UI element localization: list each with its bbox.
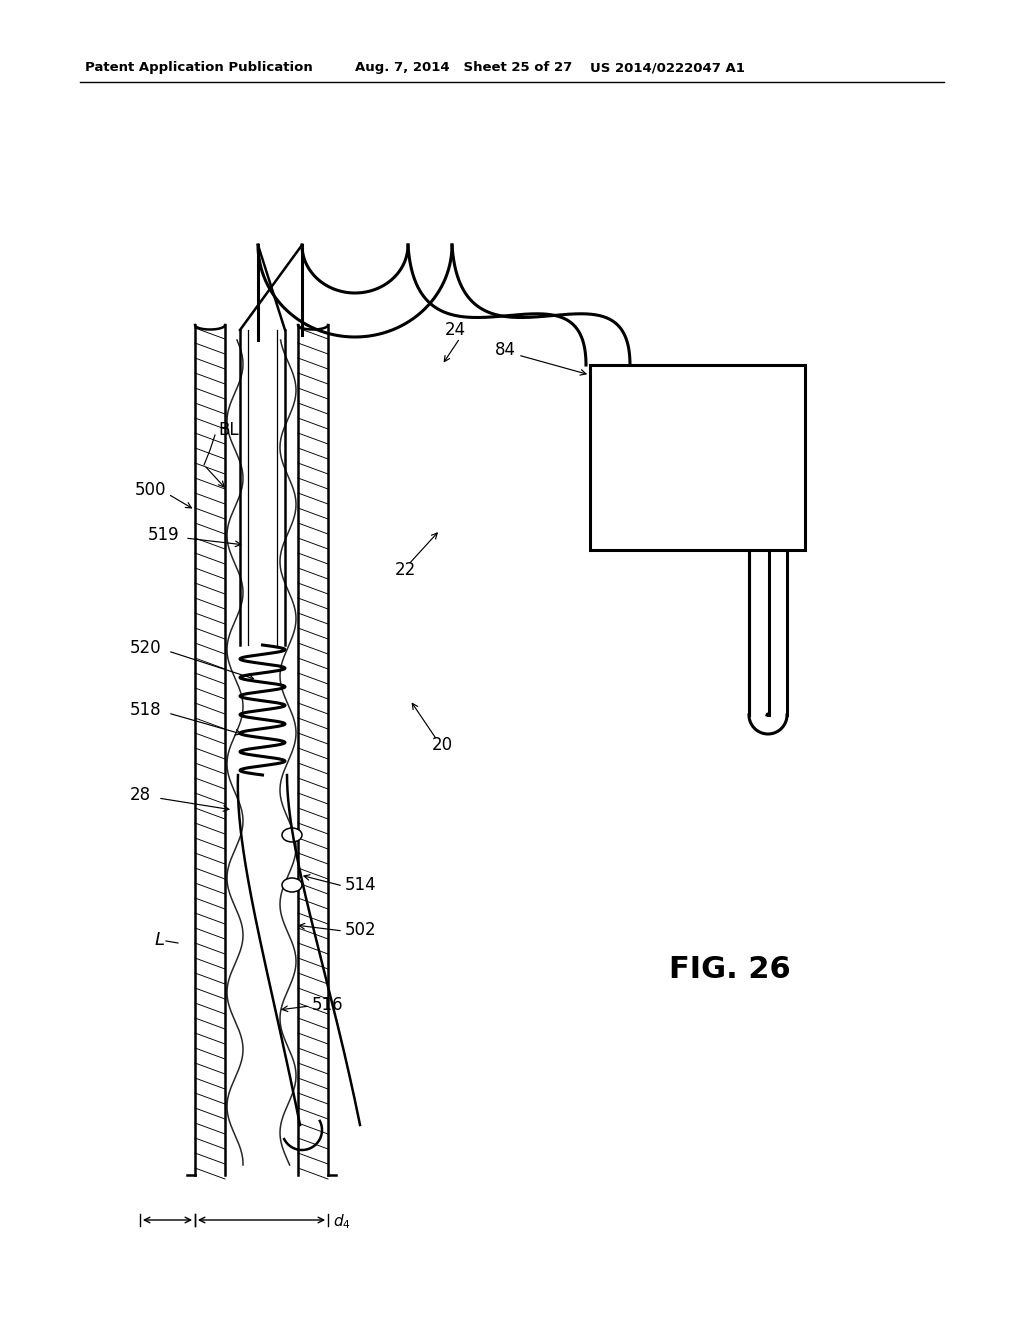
Bar xyxy=(590,366,805,550)
Text: FIG. 26: FIG. 26 xyxy=(669,956,791,985)
Text: 502: 502 xyxy=(345,921,377,939)
Text: 24: 24 xyxy=(445,321,466,339)
Text: 28: 28 xyxy=(130,785,152,804)
Ellipse shape xyxy=(282,828,302,842)
Text: BL: BL xyxy=(218,421,239,440)
Text: 500: 500 xyxy=(135,480,167,499)
Text: 514: 514 xyxy=(345,876,377,894)
Text: 518: 518 xyxy=(130,701,162,719)
Text: Aug. 7, 2014   Sheet 25 of 27: Aug. 7, 2014 Sheet 25 of 27 xyxy=(355,62,572,74)
Text: Patent Application Publication: Patent Application Publication xyxy=(85,62,312,74)
Text: 516: 516 xyxy=(312,997,344,1014)
Text: 520: 520 xyxy=(130,639,162,657)
Text: 84: 84 xyxy=(495,341,516,359)
Ellipse shape xyxy=(282,878,302,892)
Text: US 2014/0222047 A1: US 2014/0222047 A1 xyxy=(590,62,744,74)
Text: 20: 20 xyxy=(432,737,454,754)
Text: 519: 519 xyxy=(148,525,179,544)
Text: 22: 22 xyxy=(395,561,416,579)
Text: $d_4$: $d_4$ xyxy=(333,1213,351,1232)
Text: L: L xyxy=(155,931,165,949)
